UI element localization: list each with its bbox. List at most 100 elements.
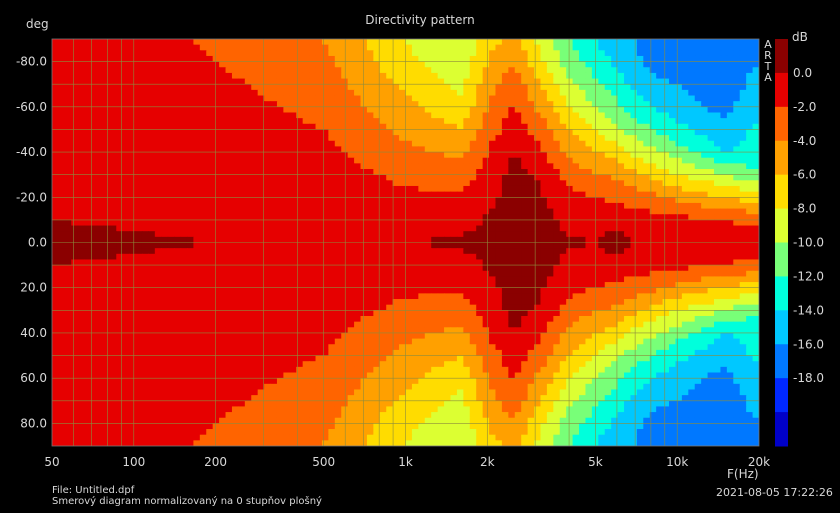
heatmap-cell	[714, 129, 722, 136]
heatmap-cell	[752, 219, 759, 227]
heatmap-cell	[456, 253, 464, 261]
heatmap-cell	[662, 185, 670, 193]
heatmap-cell	[212, 270, 220, 278]
heatmap-cell	[161, 146, 169, 153]
heatmap-cell	[96, 219, 105, 227]
heatmap-cell	[161, 39, 169, 46]
heatmap-cell	[463, 84, 471, 91]
heatmap-cell	[302, 231, 310, 238]
heatmap-cell	[219, 118, 227, 125]
heatmap-cell	[681, 219, 689, 227]
heatmap-cell	[720, 72, 728, 80]
heatmap-cell	[264, 140, 272, 147]
heatmap-cell	[386, 242, 394, 249]
heatmap-cell	[154, 135, 162, 142]
heatmap-cell	[199, 157, 207, 164]
heatmap-cell	[212, 140, 220, 147]
heatmap-cell	[643, 55, 651, 63]
heatmap-cell	[296, 248, 304, 255]
heatmap-cell	[309, 112, 317, 119]
heatmap-cell	[154, 259, 162, 266]
heatmap-cell	[669, 72, 677, 80]
heatmap-cell	[199, 197, 207, 204]
heatmap-cell	[418, 118, 426, 125]
heatmap-cell	[109, 293, 117, 300]
heatmap-cell	[264, 231, 272, 238]
heatmap-cell	[733, 39, 741, 46]
heatmap-cell	[309, 219, 317, 227]
heatmap-cell	[688, 39, 696, 46]
heatmap-cell	[154, 191, 162, 198]
heatmap-cell	[64, 231, 72, 238]
heatmap-cell	[289, 236, 297, 244]
heatmap-cell	[739, 270, 747, 278]
heatmap-cell	[675, 242, 683, 249]
heatmap-cell	[238, 276, 246, 283]
heatmap-cell	[347, 78, 355, 85]
heatmap-cell	[444, 95, 452, 102]
heatmap-cell	[180, 282, 188, 289]
heatmap-cell	[566, 123, 574, 131]
heatmap-cell	[199, 129, 207, 136]
heatmap-cell	[662, 61, 670, 68]
heatmap-cell	[559, 95, 567, 102]
heatmap-cell	[694, 135, 702, 142]
heatmap-cell	[225, 253, 233, 261]
heatmap-cell	[347, 95, 355, 102]
heatmap-cell	[141, 202, 150, 210]
heatmap-cell	[733, 84, 741, 91]
heatmap-cell	[726, 197, 734, 204]
heatmap-cell	[617, 202, 625, 210]
heatmap-cell	[212, 146, 220, 153]
heatmap-cell	[566, 112, 574, 119]
heatmap-cell	[431, 123, 439, 131]
heatmap-cell	[58, 101, 66, 108]
heatmap-cell	[604, 101, 612, 108]
heatmap-cell	[276, 282, 284, 289]
heatmap-cell	[180, 259, 188, 266]
heatmap-cell	[360, 174, 368, 181]
heatmap-cell	[302, 236, 310, 244]
heatmap-cell	[206, 140, 214, 147]
heatmap-cell	[238, 44, 246, 51]
heatmap-cell	[135, 50, 143, 57]
heatmap-cell	[418, 270, 426, 278]
heatmap-cell	[392, 242, 400, 249]
heatmap-cell	[321, 157, 329, 164]
heatmap-cell	[701, 129, 709, 136]
heatmap-cell	[122, 152, 130, 159]
heatmap-cell	[746, 101, 754, 108]
heatmap-cell	[579, 118, 587, 125]
heatmap-cell	[148, 39, 156, 46]
heatmap-cell	[598, 231, 606, 238]
heatmap-cell	[206, 135, 214, 142]
heatmap-cell	[321, 84, 329, 91]
heatmap-cell	[154, 185, 162, 193]
heatmap-cell	[662, 95, 670, 102]
heatmap-cell	[463, 67, 471, 74]
heatmap-cell	[527, 259, 535, 266]
heatmap-cell	[58, 129, 66, 136]
heatmap-cell	[141, 44, 150, 51]
heatmap-cell	[309, 129, 317, 136]
heatmap-cell	[624, 265, 632, 272]
heatmap-cell	[154, 89, 162, 97]
heatmap-cell	[489, 55, 497, 63]
heatmap-cell	[437, 67, 445, 74]
heatmap-cell	[624, 118, 632, 125]
heatmap-cell	[392, 214, 400, 221]
heatmap-cell	[289, 118, 297, 125]
heatmap-cell	[354, 265, 362, 272]
heatmap-cell	[148, 72, 156, 80]
heatmap-cell	[540, 157, 548, 164]
heatmap-cell	[148, 84, 156, 91]
heatmap-cell	[309, 135, 317, 142]
heatmap-cell	[161, 95, 169, 102]
heatmap-cell	[186, 225, 194, 232]
heatmap-cell	[495, 163, 503, 170]
heatmap-cell	[707, 78, 715, 85]
heatmap-cell	[64, 157, 72, 164]
heatmap-cell	[309, 61, 317, 68]
heatmap-cell	[450, 152, 458, 159]
heatmap-cell	[669, 135, 677, 142]
